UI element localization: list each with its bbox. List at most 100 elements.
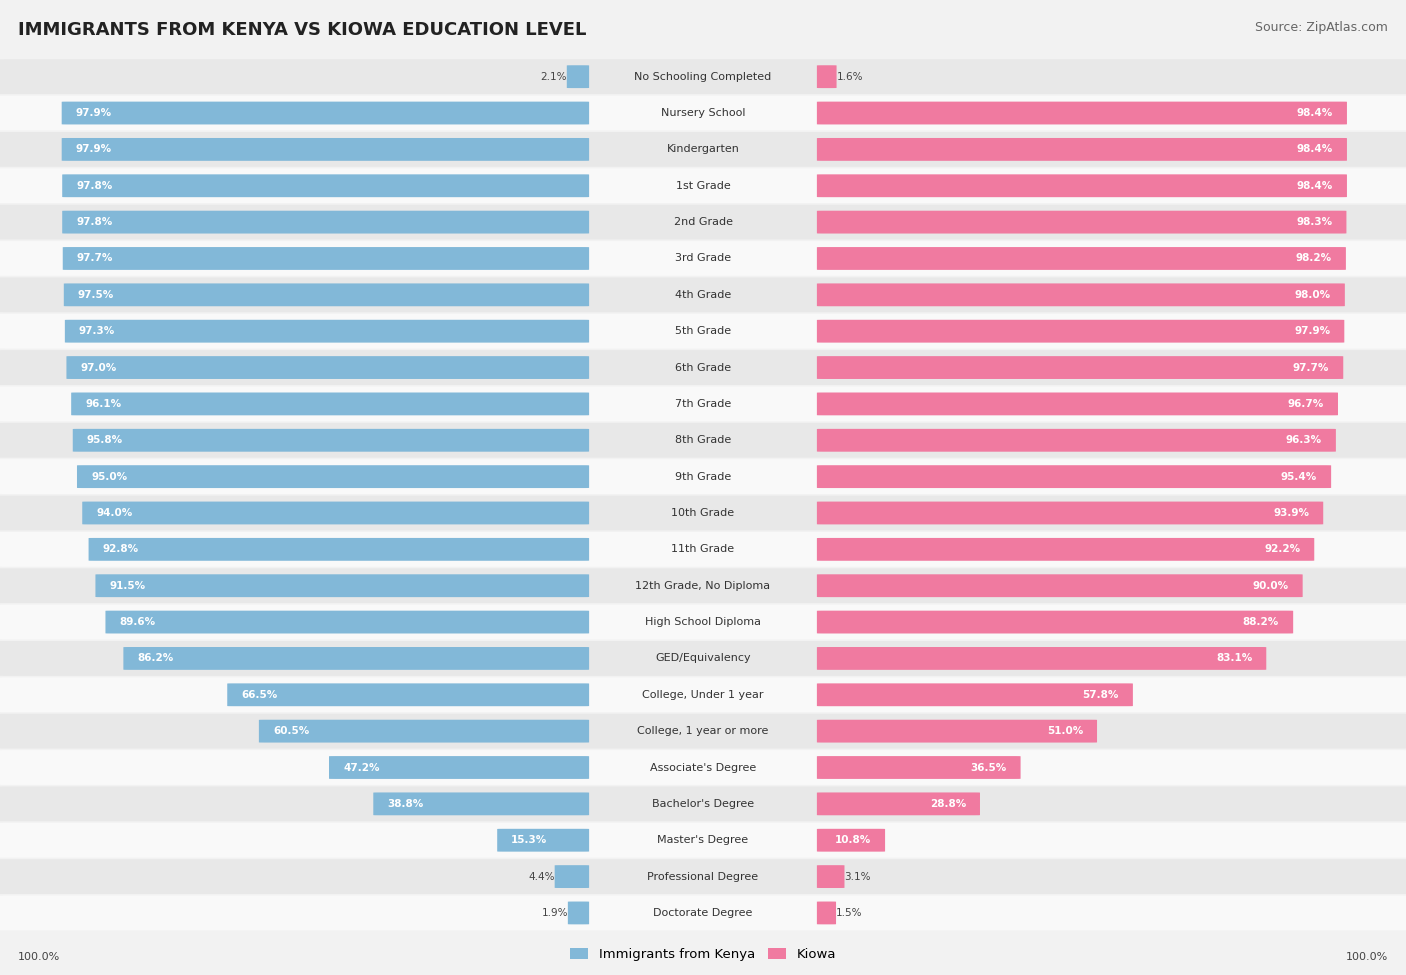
FancyBboxPatch shape xyxy=(817,247,1346,270)
Text: Nursery School: Nursery School xyxy=(661,108,745,118)
Text: College, Under 1 year: College, Under 1 year xyxy=(643,689,763,700)
Legend: Immigrants from Kenya, Kiowa: Immigrants from Kenya, Kiowa xyxy=(564,943,842,966)
FancyBboxPatch shape xyxy=(105,610,589,634)
FancyBboxPatch shape xyxy=(228,683,589,706)
FancyBboxPatch shape xyxy=(568,902,589,924)
FancyBboxPatch shape xyxy=(817,393,1339,415)
FancyBboxPatch shape xyxy=(62,175,589,197)
FancyBboxPatch shape xyxy=(373,793,589,815)
FancyBboxPatch shape xyxy=(0,205,1406,240)
FancyBboxPatch shape xyxy=(817,647,1267,670)
FancyBboxPatch shape xyxy=(63,284,589,306)
Text: 51.0%: 51.0% xyxy=(1046,726,1083,736)
Text: 97.5%: 97.5% xyxy=(77,290,114,300)
Text: IMMIGRANTS FROM KENYA VS KIOWA EDUCATION LEVEL: IMMIGRANTS FROM KENYA VS KIOWA EDUCATION… xyxy=(18,21,586,39)
Text: Doctorate Degree: Doctorate Degree xyxy=(654,908,752,917)
Text: 97.7%: 97.7% xyxy=(1294,363,1329,372)
Text: No Schooling Completed: No Schooling Completed xyxy=(634,72,772,82)
FancyBboxPatch shape xyxy=(0,350,1406,385)
Text: 1st Grade: 1st Grade xyxy=(676,180,730,191)
FancyBboxPatch shape xyxy=(73,429,589,451)
FancyBboxPatch shape xyxy=(817,756,1021,779)
Text: 89.6%: 89.6% xyxy=(120,617,156,627)
FancyBboxPatch shape xyxy=(72,393,589,415)
Text: Bachelor's Degree: Bachelor's Degree xyxy=(652,799,754,809)
Text: 2nd Grade: 2nd Grade xyxy=(673,217,733,227)
FancyBboxPatch shape xyxy=(817,356,1343,379)
Text: 88.2%: 88.2% xyxy=(1243,617,1279,627)
Text: 96.1%: 96.1% xyxy=(86,399,121,409)
Text: 7th Grade: 7th Grade xyxy=(675,399,731,409)
Text: 97.8%: 97.8% xyxy=(76,217,112,227)
FancyBboxPatch shape xyxy=(0,96,1406,131)
FancyBboxPatch shape xyxy=(817,683,1133,706)
Text: 95.0%: 95.0% xyxy=(91,472,127,482)
Text: 38.8%: 38.8% xyxy=(387,799,423,809)
Text: 91.5%: 91.5% xyxy=(110,581,146,591)
Text: 97.9%: 97.9% xyxy=(1294,327,1330,336)
Text: 98.3%: 98.3% xyxy=(1296,217,1333,227)
FancyBboxPatch shape xyxy=(817,829,886,851)
FancyBboxPatch shape xyxy=(817,538,1315,561)
FancyBboxPatch shape xyxy=(0,386,1406,421)
FancyBboxPatch shape xyxy=(0,459,1406,494)
Text: 57.8%: 57.8% xyxy=(1083,689,1119,700)
Text: 95.8%: 95.8% xyxy=(87,435,122,446)
FancyBboxPatch shape xyxy=(817,793,980,815)
Text: 98.4%: 98.4% xyxy=(1296,108,1333,118)
FancyBboxPatch shape xyxy=(817,211,1347,234)
FancyBboxPatch shape xyxy=(0,132,1406,167)
FancyBboxPatch shape xyxy=(0,604,1406,640)
Text: 98.2%: 98.2% xyxy=(1296,254,1331,263)
FancyBboxPatch shape xyxy=(817,429,1336,451)
Text: 1.6%: 1.6% xyxy=(837,72,863,82)
FancyBboxPatch shape xyxy=(817,101,1347,125)
FancyBboxPatch shape xyxy=(0,59,1406,94)
Text: GED/Equivalency: GED/Equivalency xyxy=(655,653,751,663)
FancyBboxPatch shape xyxy=(62,101,589,125)
FancyBboxPatch shape xyxy=(0,423,1406,457)
FancyBboxPatch shape xyxy=(0,750,1406,785)
Text: 96.3%: 96.3% xyxy=(1285,435,1322,446)
FancyBboxPatch shape xyxy=(817,465,1331,488)
Text: 94.0%: 94.0% xyxy=(96,508,132,518)
FancyBboxPatch shape xyxy=(0,532,1406,566)
FancyBboxPatch shape xyxy=(817,320,1344,342)
Text: 98.4%: 98.4% xyxy=(1296,144,1333,154)
Text: 97.9%: 97.9% xyxy=(76,144,112,154)
Text: 100.0%: 100.0% xyxy=(18,953,60,962)
Text: 28.8%: 28.8% xyxy=(929,799,966,809)
FancyBboxPatch shape xyxy=(817,865,845,888)
Text: 47.2%: 47.2% xyxy=(343,762,380,772)
FancyBboxPatch shape xyxy=(0,859,1406,894)
Text: 15.3%: 15.3% xyxy=(512,836,547,845)
Text: 10th Grade: 10th Grade xyxy=(672,508,734,518)
FancyBboxPatch shape xyxy=(498,829,589,851)
FancyBboxPatch shape xyxy=(0,495,1406,530)
Text: 1.5%: 1.5% xyxy=(837,908,862,917)
FancyBboxPatch shape xyxy=(817,284,1344,306)
Text: 97.8%: 97.8% xyxy=(76,180,112,191)
FancyBboxPatch shape xyxy=(0,823,1406,858)
FancyBboxPatch shape xyxy=(0,678,1406,712)
Text: 83.1%: 83.1% xyxy=(1216,653,1253,663)
FancyBboxPatch shape xyxy=(817,138,1347,161)
FancyBboxPatch shape xyxy=(124,647,589,670)
Text: College, 1 year or more: College, 1 year or more xyxy=(637,726,769,736)
FancyBboxPatch shape xyxy=(0,787,1406,821)
Text: 6th Grade: 6th Grade xyxy=(675,363,731,372)
FancyBboxPatch shape xyxy=(817,720,1097,743)
Text: 97.9%: 97.9% xyxy=(76,108,112,118)
FancyBboxPatch shape xyxy=(0,641,1406,676)
Text: 92.8%: 92.8% xyxy=(103,544,139,555)
Text: 60.5%: 60.5% xyxy=(273,726,309,736)
Text: 9th Grade: 9th Grade xyxy=(675,472,731,482)
Text: High School Diploma: High School Diploma xyxy=(645,617,761,627)
Text: 12th Grade, No Diploma: 12th Grade, No Diploma xyxy=(636,581,770,591)
FancyBboxPatch shape xyxy=(817,902,837,924)
FancyBboxPatch shape xyxy=(554,865,589,888)
FancyBboxPatch shape xyxy=(259,720,589,743)
Text: 11th Grade: 11th Grade xyxy=(672,544,734,555)
FancyBboxPatch shape xyxy=(0,896,1406,930)
Text: 95.4%: 95.4% xyxy=(1281,472,1317,482)
